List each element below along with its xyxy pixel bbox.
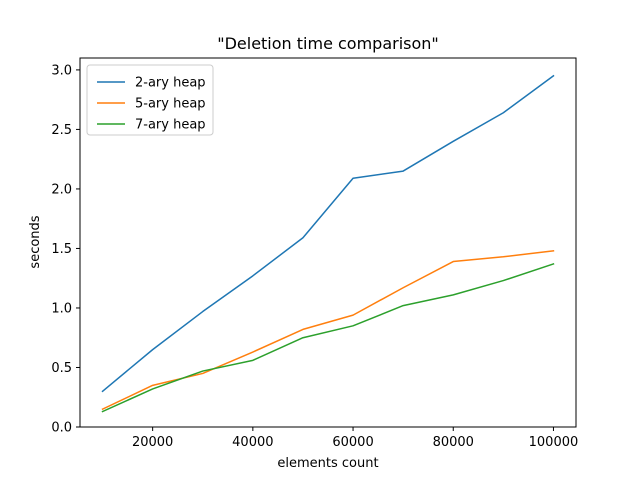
legend: 2-ary heap 5-ary heap 7-ary heap xyxy=(86,64,214,136)
axes-frame xyxy=(79,57,577,428)
x-tick-label: 60000 xyxy=(332,435,373,450)
y-tick-label: 2.5 xyxy=(51,123,72,138)
y-tick-label: 2.0 xyxy=(51,182,72,197)
x-tick-label: 80000 xyxy=(433,435,474,450)
x-tick-label: 20000 xyxy=(132,435,173,450)
x-tick-label: 40000 xyxy=(232,435,273,450)
series-line-1 xyxy=(101,74,555,393)
legend-label-3: 7-ary heap xyxy=(135,118,206,133)
y-tick-label: 1.0 xyxy=(51,301,72,316)
y-tick-label: 0.5 xyxy=(51,361,72,376)
y-tick-label: 0.0 xyxy=(51,421,72,436)
legend-label-2: 5-ary heap xyxy=(135,97,206,112)
series-line-2 xyxy=(101,249,555,411)
x-tick-label: 100000 xyxy=(529,435,579,450)
series-line-3 xyxy=(101,262,555,413)
x-axis: 20000 40000 60000 80000 100000 xyxy=(132,427,578,450)
y-axis: 0.0 0.5 1.0 1.5 2.0 2.5 3.0 xyxy=(51,63,80,436)
y-axis-label: seconds xyxy=(28,215,43,268)
chart-title: "Deletion time comparison" xyxy=(217,34,439,53)
x-axis-label: elements count xyxy=(277,456,378,471)
series-group xyxy=(101,74,555,413)
legend-label-1: 2-ary heap xyxy=(135,76,206,91)
y-tick-label: 1.5 xyxy=(51,242,72,257)
y-tick-label: 3.0 xyxy=(51,63,72,78)
